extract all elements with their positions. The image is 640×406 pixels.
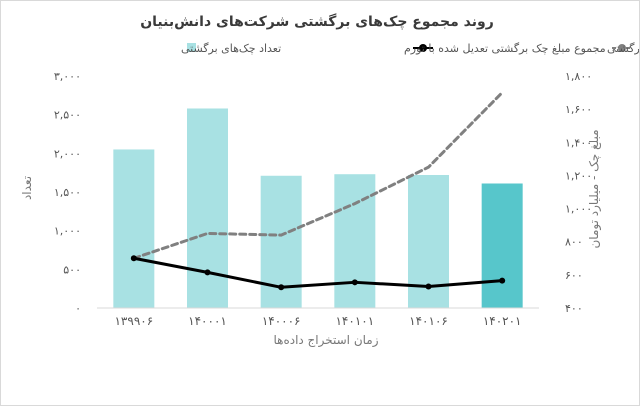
y-right-axis-title: مبلغ چک - میلیارد تومان (587, 129, 602, 248)
series-line-1 (132, 91, 504, 260)
x-tick-label: ۱۴۰۲۰۱ (483, 314, 522, 328)
legend: تعداد چک‌های برگشتی مجموع مبلغ چک برگشتی … (181, 42, 639, 55)
x-tick-label: ۱۴۰۰۰۶ (262, 314, 301, 328)
bar-4 (334, 174, 376, 308)
y-right-tick-label: ۶۰۰ (565, 269, 583, 282)
series-point-2-1 (130, 255, 137, 262)
series-point-2-5 (425, 283, 432, 290)
y-left-tick-label: ۵۰۰ (63, 263, 81, 276)
y-left-tick-label: ۳,۰۰۰ (54, 70, 81, 83)
series-point-2-2 (204, 269, 211, 276)
series-point-2-3 (278, 284, 285, 291)
y-left-axis-title: تعداد (20, 176, 34, 200)
y-right-tick-label: ۱,۲۰۰ (565, 169, 592, 182)
bar-6 (481, 183, 523, 308)
series-line-2 (132, 256, 504, 289)
legend-marker (419, 44, 427, 52)
series-point-2-6 (499, 277, 506, 284)
x-tick-label: ۱۴۰۱۰۱ (335, 314, 374, 328)
lines-layer (130, 91, 506, 291)
legend-label: مجموع مبلغ چک برگشتی تعدیل شده با تورم (404, 42, 606, 55)
y-right-tick-label: ۱,۸۰۰ (565, 70, 592, 83)
series-point-2-4 (351, 279, 358, 286)
legend-marker (618, 44, 626, 52)
y-right-tick-label: ۱,۴۰۰ (565, 136, 592, 149)
y-left-tick-label: ۱,۰۰۰ (54, 225, 81, 238)
y-right-tick-label: ۱,۰۰۰ (565, 203, 592, 216)
legend-label: مجموع مبلغ چک برگشتی (607, 42, 639, 55)
y-left-tick-label: ۱,۵۰۰ (54, 186, 81, 199)
y-left-tick-label: ۲,۰۰۰ (54, 147, 81, 160)
x-tick-label: ۱۴۰۱۰۶ (409, 314, 448, 328)
legend-label: تعداد چک‌های برگشتی (181, 42, 281, 55)
bars-layer (113, 108, 523, 308)
y-left-tick-label: ۰ (75, 302, 81, 315)
y-left-tick-label: ۲,۵۰۰ (54, 109, 81, 122)
y-right-tick-label: ۴۰۰ (565, 302, 583, 315)
chart-title: روند مجموع چک‌های برگشتی شرکت‌های دانش‌ب… (140, 13, 494, 30)
axes-layer: ۱۳۹۹۰۶ ۱۴۰۰۰۱ ۱۴۰۰۰۶ ۱۴۰۱۰۱ ۱۴۰۱۰۶ ۱۴۰۲۰۱ ۰ ۵۰۰… (54, 70, 592, 328)
bar-1 (113, 149, 155, 308)
x-axis-title: زمان استخراج داده‌ها (273, 333, 378, 348)
bar-2 (187, 108, 228, 308)
x-tick-label: ۱۴۰۰۰۱ (188, 314, 227, 328)
y-right-tick-label: ۱,۶۰۰ (565, 103, 592, 116)
y-right-tick-label: ۸۰۰ (565, 236, 583, 249)
legend-swatch-bar (187, 43, 196, 52)
x-tick-label: ۱۳۹۹۰۶ (114, 314, 153, 328)
